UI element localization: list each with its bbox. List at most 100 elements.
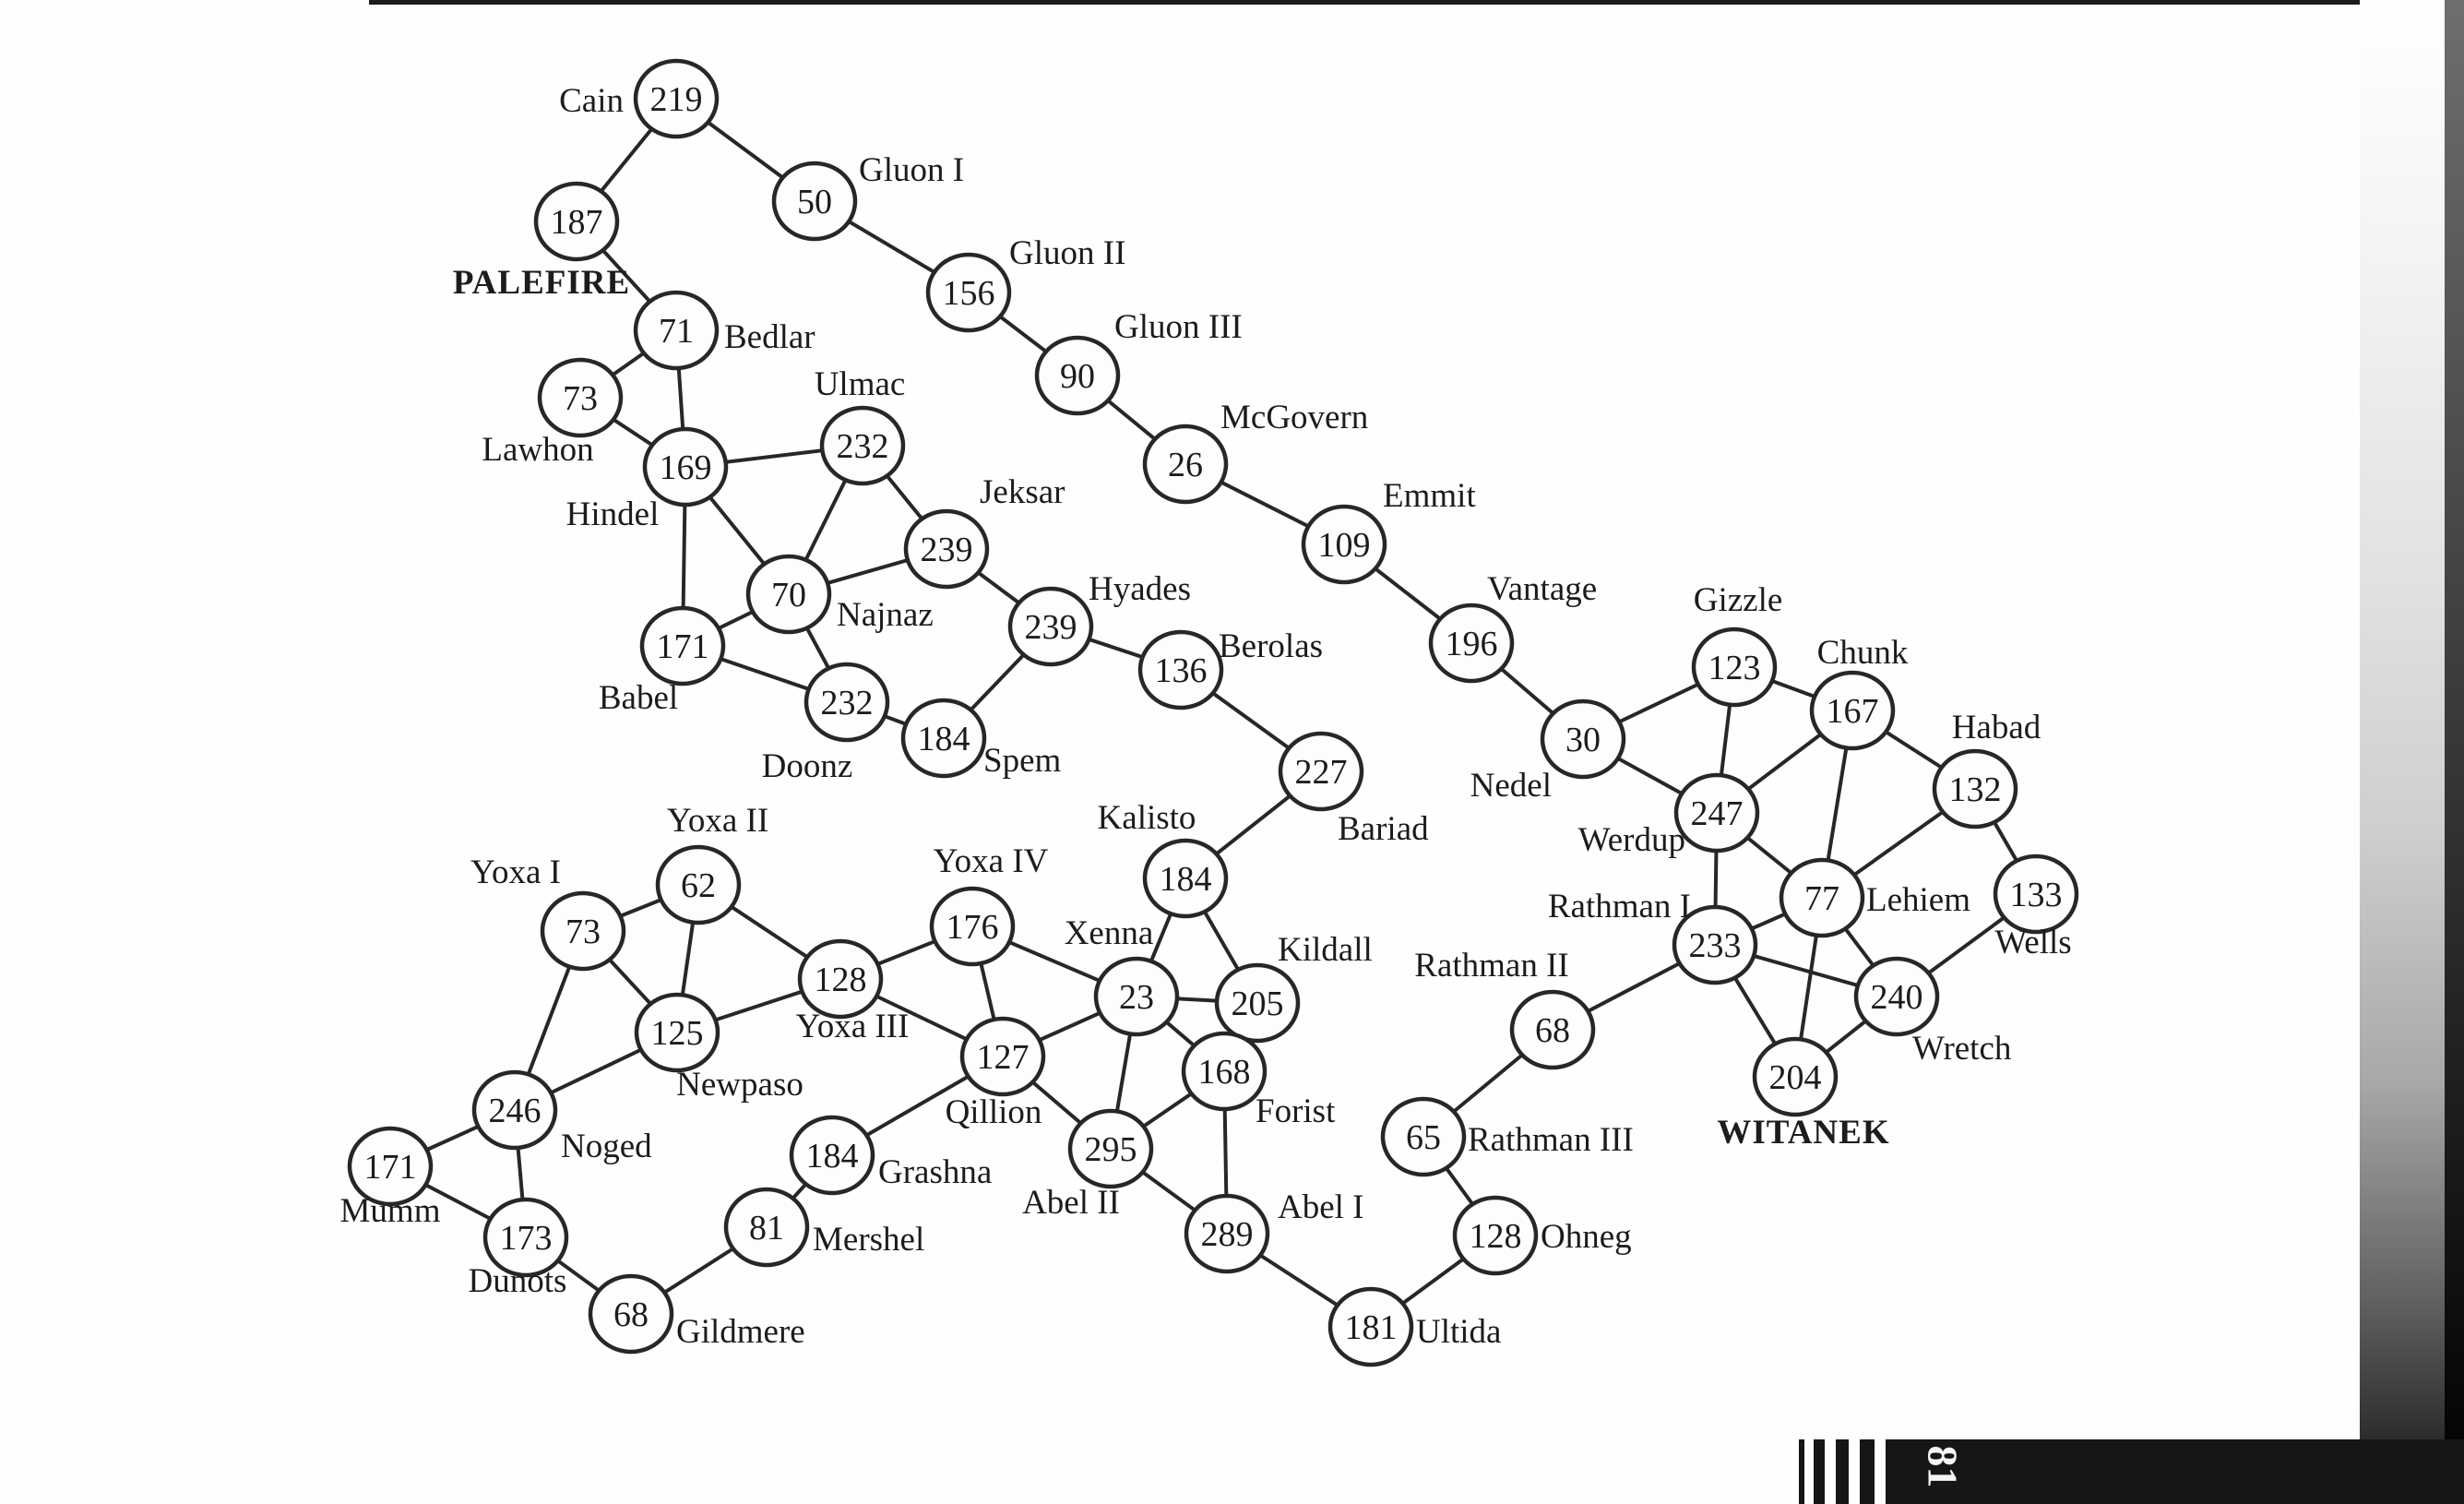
registration-bar-2: [1814, 1439, 1825, 1504]
graph-node-rathman2: [1509, 989, 1596, 1070]
graph-node-forist: [1181, 1031, 1268, 1112]
node-value-spem: 184: [918, 720, 970, 758]
node-label-hyades: Hyades: [1089, 570, 1191, 608]
node-value-yoxa3: 128: [815, 961, 867, 999]
node-value-bedlar: 71: [659, 312, 694, 351]
graph-node-babel: [639, 605, 726, 686]
node-label-mershel: Mershel: [813, 1221, 924, 1259]
node-label-yoxa4: Yoxa IV: [934, 842, 1049, 880]
node-label-rathman2: Rathman II: [1414, 947, 1568, 985]
node-value-jeksar: 239: [921, 531, 973, 569]
node-value-yoxa1: 73: [565, 913, 601, 951]
node-value-gluon2: 156: [943, 274, 995, 313]
node-value-yoxa4: 176: [946, 908, 999, 947]
graph-node-gluon1: [771, 161, 858, 242]
graph-node-cain: [633, 58, 720, 139]
node-label-witanek: WITANEK: [1717, 1114, 1889, 1152]
node-value-abel1: 289: [1201, 1215, 1254, 1254]
graph-node-qillion: [959, 1016, 1046, 1097]
graph-node-noged: [471, 1069, 558, 1151]
node-value-werdup: 247: [1691, 794, 1744, 833]
graph-node-habad: [1932, 748, 2018, 830]
graph-node-grashna: [789, 1115, 875, 1196]
graph-node-kildall: [1214, 962, 1301, 1044]
node-value-gluon3: 90: [1060, 357, 1095, 396]
graph-node-rathman1: [1672, 904, 1758, 985]
node-value-wells: 133: [2010, 876, 2063, 914]
node-label-spem: Spem: [983, 742, 1062, 780]
node-value-gizzle: 123: [1708, 649, 1761, 687]
graph-node-gildmere: [588, 1273, 674, 1355]
graph-node-mumm: [347, 1126, 434, 1207]
node-value-dunots: 173: [500, 1219, 553, 1258]
scan-right-edge-dark-band: [2445, 0, 2464, 1504]
node-label-doonz: Doonz: [762, 747, 853, 785]
graph-node-gluon3: [1034, 335, 1121, 416]
node-label-gizzle: Gizzle: [1694, 581, 1783, 619]
node-label-hindel: Hindel: [566, 495, 660, 533]
graph-node-dunots: [482, 1197, 569, 1278]
node-label-xenna: Xenna: [1065, 914, 1154, 952]
graph-node-gluon2: [925, 252, 1012, 333]
node-value-grashna: 184: [806, 1137, 859, 1176]
node-value-ulmac: 232: [837, 427, 889, 466]
node-value-rathman2: 68: [1535, 1011, 1570, 1050]
node-value-cain: 219: [650, 80, 703, 119]
graph-node-mershel: [723, 1187, 810, 1268]
graph-node-jeksar: [903, 508, 990, 590]
node-label-kalisto: Kalisto: [1098, 799, 1196, 837]
graph-node-lehiem: [1779, 857, 1865, 938]
node-value-ohneg: 128: [1470, 1217, 1522, 1256]
graph-node-nedel: [1540, 698, 1626, 780]
node-value-xenna: 23: [1119, 978, 1154, 1017]
graph-node-newpaso: [634, 992, 720, 1073]
graph-node-abel1: [1184, 1193, 1270, 1274]
node-label-babel: Babel: [599, 679, 678, 717]
graph-node-chunk: [1809, 670, 1896, 751]
graph-node-yoxa1: [540, 890, 626, 972]
graph-node-hindel: [642, 426, 729, 507]
node-label-ohneg: Ohneg: [1541, 1218, 1632, 1256]
node-value-berolas: 136: [1155, 651, 1208, 690]
node-label-newpaso: Newpaso: [676, 1066, 803, 1104]
graph-node-ohneg: [1452, 1195, 1539, 1276]
node-value-hindel: 169: [660, 448, 712, 487]
node-value-rathman1: 233: [1689, 926, 1742, 965]
node-value-babel: 171: [657, 627, 709, 666]
node-label-gluon2: Gluon II: [1009, 234, 1125, 272]
graph-node-spem: [900, 698, 987, 779]
node-label-grashna: Grashna: [878, 1153, 992, 1191]
graph-node-ulmac: [819, 405, 906, 486]
node-label-berolas: Berolas: [1219, 627, 1323, 665]
node-label-nedel: Nedel: [1470, 767, 1552, 805]
node-label-mcgovern: McGovern: [1220, 399, 1368, 436]
node-value-hyades: 239: [1025, 608, 1077, 647]
node-value-kildall: 205: [1232, 985, 1284, 1023]
node-value-newpaso: 125: [651, 1014, 704, 1053]
node-value-vantage: 196: [1446, 625, 1498, 663]
node-label-yoxa2: Yoxa II: [667, 802, 768, 840]
node-value-habad: 132: [1949, 770, 2002, 809]
node-value-mcgovern: 26: [1168, 446, 1203, 484]
node-value-wretch: 240: [1871, 978, 1923, 1017]
node-label-ultida: Ultida: [1416, 1313, 1501, 1351]
node-label-habad: Habad: [1952, 709, 2041, 746]
page-number-block: [1886, 1439, 2464, 1504]
graph-node-ultida: [1327, 1286, 1414, 1367]
node-label-vantage: Vantage: [1487, 570, 1597, 608]
node-label-ulmac: Ulmac: [815, 365, 906, 403]
graph-node-berolas: [1137, 629, 1224, 710]
node-value-abel2: 295: [1085, 1130, 1137, 1169]
node-value-chunk: 167: [1827, 692, 1879, 731]
node-value-nedel: 30: [1565, 721, 1601, 759]
node-label-palefire: PALEFIRE: [453, 264, 630, 302]
node-label-wells: Wells: [1994, 924, 2071, 961]
page-number: 81: [1919, 1445, 1967, 1488]
node-label-lawhon: Lawhon: [482, 431, 593, 469]
node-label-bedlar: Bedlar: [724, 318, 815, 356]
node-value-mershel: 81: [749, 1209, 784, 1247]
node-value-mumm: 171: [364, 1148, 417, 1187]
graph-node-doonz: [803, 662, 890, 743]
graph-node-rathman3: [1380, 1096, 1467, 1177]
node-label-abel1: Abel I: [1278, 1188, 1364, 1226]
